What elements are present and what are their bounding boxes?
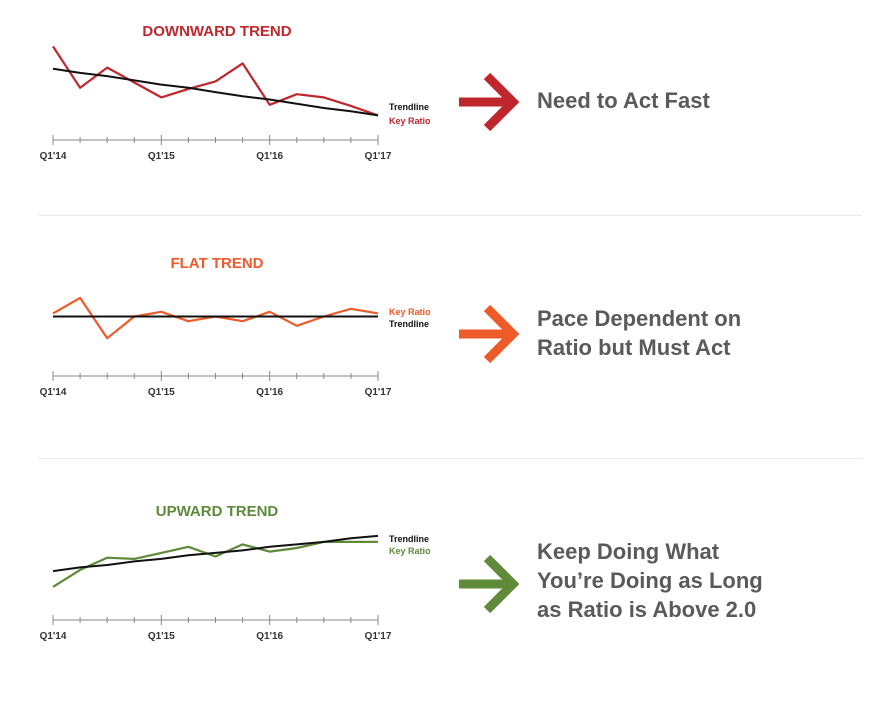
chart-downward: Q1'14 Q1'15 Q1'16 Q1'17 Trendline Key Ratio bbox=[40, 45, 431, 162]
x-tick-label: Q1'14 bbox=[40, 387, 67, 398]
message-upward: Keep Doing What You’re Doing as Long as … bbox=[537, 537, 763, 624]
panel-upward-trend: UPWARD TREND Q1'14 Q1'15 Q1'16 Q1'17 Trendli… bbox=[0, 474, 882, 704]
series-line-key-ratio bbox=[52, 45, 379, 117]
series-line-trendline bbox=[52, 534, 379, 573]
series-line-key-ratio bbox=[52, 540, 378, 588]
section-divider bbox=[38, 458, 862, 459]
message-line: You’re Doing as Long bbox=[537, 568, 763, 593]
message-line: Keep Doing What bbox=[537, 539, 720, 564]
x-tick-label: Q1'17 bbox=[365, 151, 392, 162]
chart-upward: Q1'14 Q1'15 Q1'16 Q1'17 Trendline Key Ratio bbox=[40, 534, 431, 642]
x-tick-label: Q1'17 bbox=[365, 631, 392, 642]
legend-label: Key Ratio bbox=[389, 116, 431, 126]
x-tick-label: Q1'16 bbox=[256, 151, 283, 162]
legend-label: Trendline bbox=[389, 102, 429, 112]
arrow-right-icon bbox=[459, 304, 520, 364]
legend-label: Trendline bbox=[389, 534, 429, 544]
arrow-right-icon bbox=[459, 554, 520, 614]
message-line: Ratio but Must Act bbox=[537, 335, 731, 360]
x-tick-label: Q1'14 bbox=[40, 151, 67, 162]
section-divider bbox=[38, 215, 862, 216]
message-line: Pace Dependent on bbox=[537, 306, 742, 331]
panel-flat-trend: FLAT TREND Q1'14 Q1'15 Q1'16 Q1'17 Key Ratio… bbox=[0, 238, 882, 468]
series-line-trendline bbox=[52, 67, 379, 117]
chart-title-upward: UPWARD TREND bbox=[155, 503, 279, 520]
x-tick-label: Q1'15 bbox=[148, 387, 175, 398]
x-tick-label: Q1'16 bbox=[256, 631, 283, 642]
x-tick-label: Q1'15 bbox=[148, 151, 175, 162]
message-line: as Ratio is Above 2.0 bbox=[537, 597, 757, 622]
panel-downward-trend: DOWNWARD TREND Q1'14 Q1'15 Q1'16 Q1'17 Trend… bbox=[0, 0, 882, 230]
chart-flat: Q1'14 Q1'15 Q1'16 Q1'17 Key Ratio Trendline bbox=[40, 296, 431, 398]
x-tick-label: Q1'17 bbox=[365, 387, 392, 398]
message-line: Need to Act Fast bbox=[537, 88, 710, 113]
legend-label: Key Ratio bbox=[389, 307, 431, 317]
legend-label: Trendline bbox=[389, 319, 429, 329]
arrow-right-icon bbox=[459, 72, 520, 132]
chart-title-downward: DOWNWARD TREND bbox=[142, 23, 292, 40]
chart-title-flat: FLAT TREND bbox=[170, 255, 264, 272]
message-flat: Pace Dependent on Ratio but Must Act bbox=[537, 304, 741, 362]
x-tick-label: Q1'14 bbox=[40, 631, 67, 642]
x-tick-label: Q1'15 bbox=[148, 631, 175, 642]
legend-label: Key Ratio bbox=[389, 546, 431, 556]
x-tick-label: Q1'16 bbox=[256, 387, 283, 398]
series-line-key-ratio bbox=[52, 296, 379, 340]
message-downward: Need to Act Fast bbox=[537, 86, 710, 115]
